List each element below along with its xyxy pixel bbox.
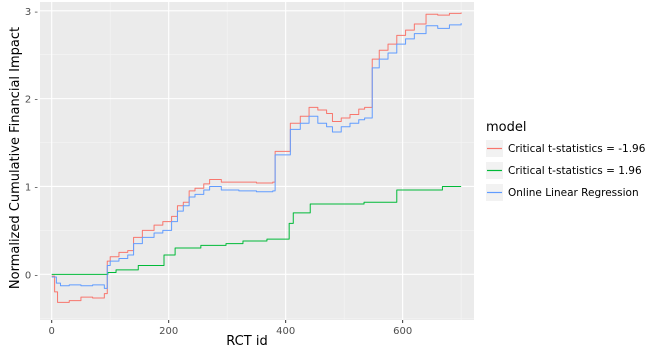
legend: model Critical t-statistics = -1.96 Criti… [486,120,646,201]
series-line [51,23,462,289]
series-line [51,185,462,275]
y-tick-label: 1 - [25,182,39,193]
x-axis-title: RCT id [226,334,267,349]
legend-label: Critical t-statistics = -1.96 [508,143,646,155]
legend-label: Online Linear Regression [508,187,639,199]
y-axis-title: Normalized Cumulative Financial Impact [8,27,23,289]
plot-panel [40,2,474,320]
x-tick-label: 200 [159,326,178,337]
y-tick-label: 0 - [25,270,39,281]
grid-lines [40,2,474,320]
y-tick-label: 3 - [25,7,39,18]
series-line [51,12,462,303]
x-tick-label: 0 [49,326,55,337]
y-tick-label: 2 - [25,95,39,106]
legend-label: Critical t-statistics = 1.96 [508,165,642,177]
axis-ticks: 0 200 400 600 0 - 1 - 2 - 3 - [25,7,412,337]
x-tick-label: 400 [276,326,295,337]
legend-title: model [486,120,526,135]
x-tick-label: 600 [393,326,412,337]
series-lines [51,12,462,303]
